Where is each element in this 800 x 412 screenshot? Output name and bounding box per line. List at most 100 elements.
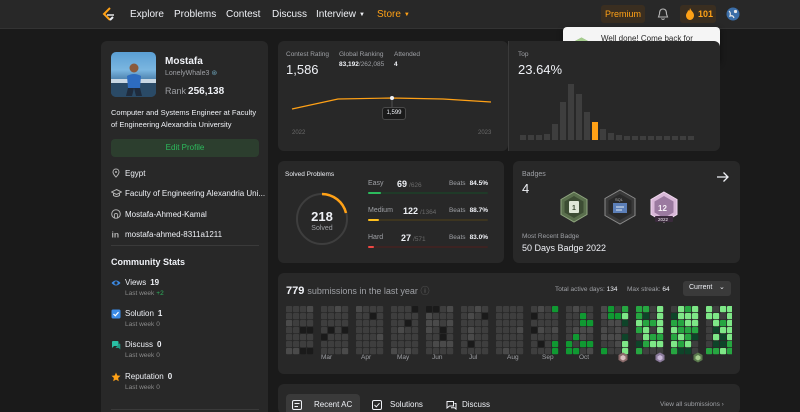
heatmap-cell[interactable]: [398, 327, 405, 334]
heatmap-cell[interactable]: [720, 320, 727, 327]
heatmap-cell[interactable]: [328, 334, 335, 341]
heatmap-cell[interactable]: [517, 327, 524, 334]
heatmap-cell[interactable]: [335, 341, 342, 348]
heatmap-cell[interactable]: [706, 306, 713, 313]
heatmap-cell[interactable]: [713, 341, 720, 348]
heatmap-cell[interactable]: [426, 341, 433, 348]
heatmap-cell[interactable]: [503, 334, 510, 341]
heatmap-cell[interactable]: [706, 313, 713, 320]
heatmap-cell[interactable]: [440, 313, 447, 320]
heatmap-cell[interactable]: [440, 348, 447, 355]
heatmap-cell[interactable]: [601, 341, 608, 348]
heatmap-cell[interactable]: [545, 348, 552, 355]
heatmap-cell[interactable]: [531, 327, 538, 334]
heatmap-cell[interactable]: [307, 334, 314, 341]
heatmap-cell[interactable]: [685, 306, 692, 313]
heatmap-cell[interactable]: [328, 306, 335, 313]
heatmap-cell[interactable]: [622, 348, 629, 355]
heatmap-cell[interactable]: [615, 313, 622, 320]
heatmap-cell[interactable]: [391, 334, 398, 341]
heatmap-cell[interactable]: [727, 320, 732, 327]
heatmap-cell[interactable]: [622, 306, 629, 313]
heatmap-cell[interactable]: [342, 327, 349, 334]
heatmap-cell[interactable]: [377, 306, 384, 313]
heatmap-cell[interactable]: [643, 327, 650, 334]
heatmap-cell[interactable]: [398, 313, 405, 320]
heatmap-cell[interactable]: [622, 334, 629, 341]
heatmap-cell[interactable]: [391, 341, 398, 348]
heatmap-cell[interactable]: [517, 334, 524, 341]
heatmap-cell[interactable]: [510, 313, 517, 320]
heatmap-cell[interactable]: [426, 348, 433, 355]
heatmap-cell[interactable]: [398, 320, 405, 327]
heatmap-cell[interactable]: [587, 320, 594, 327]
heatmap-cell[interactable]: [300, 341, 307, 348]
heatmap-cell[interactable]: [293, 327, 300, 334]
heatmap-cell[interactable]: [552, 348, 559, 355]
heatmap-cell[interactable]: [328, 320, 335, 327]
heatmap-cell[interactable]: [531, 348, 538, 355]
heatmap-cell[interactable]: [671, 327, 678, 334]
nav-discuss[interactable]: Discuss: [272, 9, 308, 20]
year-select-dropdown[interactable]: Current ⌄: [683, 281, 731, 296]
heatmap-cell[interactable]: [321, 313, 328, 320]
heatmap-cell[interactable]: [286, 348, 293, 355]
heatmap-cell[interactable]: [482, 341, 489, 348]
heatmap-cell[interactable]: [566, 320, 573, 327]
nav-store[interactable]: Store ▼: [377, 9, 410, 20]
heatmap-cell[interactable]: [636, 313, 643, 320]
heatmap-cell[interactable]: [377, 348, 384, 355]
heatmap-cell[interactable]: [433, 320, 440, 327]
heatmap-cell[interactable]: [531, 320, 538, 327]
heatmap-cell[interactable]: [643, 334, 650, 341]
heatmap-cell[interactable]: [657, 334, 664, 341]
heatmap-cell[interactable]: [650, 306, 657, 313]
heatmap-cell[interactable]: [412, 320, 419, 327]
heatmap-cell[interactable]: [636, 348, 643, 355]
heatmap-cell[interactable]: [412, 334, 419, 341]
heatmap-cell[interactable]: [643, 341, 650, 348]
heatmap-cell[interactable]: [496, 327, 503, 334]
heatmap-cell[interactable]: [545, 341, 552, 348]
heatmap-cell[interactable]: [475, 320, 482, 327]
nav-contest[interactable]: Contest: [226, 9, 261, 20]
tab-solutions[interactable]: Solutions: [366, 394, 426, 412]
heatmap-cell[interactable]: [671, 313, 678, 320]
heatmap-cell[interactable]: [552, 313, 559, 320]
heatmap-cell[interactable]: [545, 306, 552, 313]
heatmap-cell[interactable]: [286, 334, 293, 341]
heatmap-cell[interactable]: [573, 334, 580, 341]
heatmap-cell[interactable]: [517, 348, 524, 355]
heatmap-cell[interactable]: [727, 334, 732, 341]
heatmap-cell[interactable]: [426, 334, 433, 341]
heatmap-cell[interactable]: [685, 327, 692, 334]
heatmap-cell[interactable]: [461, 313, 468, 320]
heatmap-cell[interactable]: [678, 341, 685, 348]
heatmap-cell[interactable]: [517, 320, 524, 327]
heatmap-cell[interactable]: [643, 306, 650, 313]
heatmap-cell[interactable]: [671, 348, 678, 355]
heatmap-cell[interactable]: [468, 341, 475, 348]
heatmap-cell[interactable]: [713, 348, 720, 355]
heatmap-cell[interactable]: [342, 348, 349, 355]
heatmap-cell[interactable]: [601, 348, 608, 355]
heatmap-cell[interactable]: [678, 334, 685, 341]
heatmap-cell[interactable]: [300, 334, 307, 341]
heatmap-cell[interactable]: [706, 348, 713, 355]
heatmap-cell[interactable]: [300, 348, 307, 355]
heatmap-cell[interactable]: [363, 327, 370, 334]
heatmap-cell[interactable]: [293, 334, 300, 341]
heatmap-cell[interactable]: [713, 320, 720, 327]
heatmap-cell[interactable]: [475, 306, 482, 313]
heatmap-cell[interactable]: [580, 334, 587, 341]
heatmap-cell[interactable]: [482, 320, 489, 327]
heatmap-cell[interactable]: [510, 334, 517, 341]
heatmap-cell[interactable]: [440, 327, 447, 334]
heatmap-cell[interactable]: [447, 320, 454, 327]
heatmap-cell[interactable]: [531, 313, 538, 320]
heatmap-cell[interactable]: [363, 348, 370, 355]
heatmap-cell[interactable]: [335, 334, 342, 341]
heatmap-cell[interactable]: [342, 334, 349, 341]
heatmap-cell[interactable]: [405, 341, 412, 348]
heatmap-cell[interactable]: [580, 341, 587, 348]
